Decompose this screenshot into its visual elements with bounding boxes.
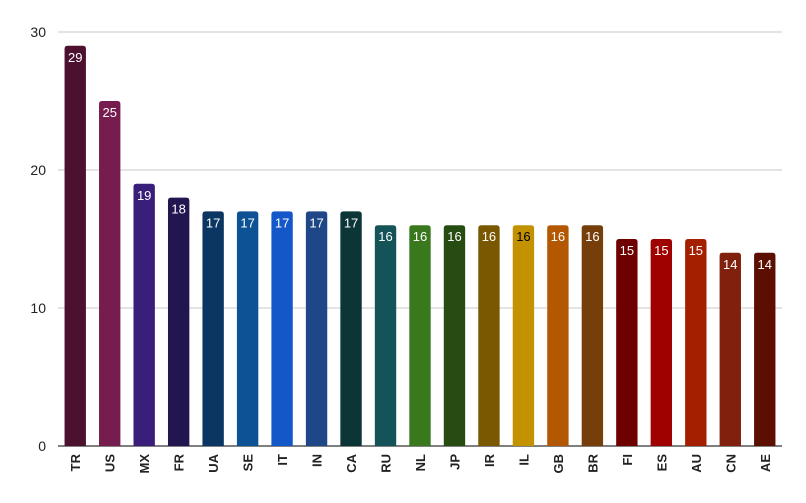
bar-it — [271, 211, 293, 446]
x-tick-label: UA — [206, 453, 221, 472]
bar-se — [236, 211, 259, 446]
x-tick-label: GB — [551, 454, 566, 474]
x-tick-label: IL — [516, 454, 531, 466]
bar-ru — [374, 225, 397, 446]
x-tick-label: FI — [620, 454, 635, 466]
value-label: 17 — [344, 215, 358, 230]
value-label: 29 — [68, 50, 82, 65]
value-labels: 29 25 19 18 17 17 17 17 17 16 16 16 16 16 16 16 15 15 15 14… — [68, 50, 772, 272]
value-label: 25 — [102, 105, 116, 120]
bar-ca — [340, 211, 362, 446]
x-tick-label: IT — [275, 454, 290, 466]
y-tick-label: 20 — [30, 162, 46, 178]
x-axis-ticks: TR US MX FR UA SE IT IN CA RU NL JP IR IL GB BR FI ES AU CN… — [68, 453, 773, 473]
bar-au — [685, 239, 707, 446]
y-axis-ticks: 0 10 20 30 — [30, 24, 46, 454]
x-tick-label: AU — [689, 454, 704, 473]
x-tick-label: SE — [241, 454, 256, 472]
value-label: 14 — [723, 257, 737, 272]
x-tick-label: JP — [447, 454, 462, 470]
bar-in — [305, 211, 328, 446]
x-tick-label: FR — [172, 453, 187, 471]
bar-nl — [409, 225, 431, 446]
value-label: 16 — [447, 229, 461, 244]
bar-ir — [478, 225, 500, 446]
y-tick-label: 10 — [30, 300, 46, 316]
x-tick-label: MX — [137, 454, 152, 474]
x-tick-label: NL — [413, 454, 428, 471]
value-label: 15 — [654, 243, 668, 258]
bar-br — [581, 225, 604, 446]
value-label: 18 — [171, 202, 185, 217]
value-label: 16 — [482, 229, 496, 244]
x-tick-label: IN — [310, 454, 325, 467]
bar-gb — [547, 225, 569, 446]
value-label: 19 — [137, 188, 151, 203]
x-tick-label: AE — [758, 454, 773, 472]
value-label: 17 — [206, 215, 220, 230]
x-tick-label: TR — [68, 453, 83, 471]
y-tick-label: 0 — [38, 438, 46, 454]
bar-jp — [443, 225, 466, 446]
x-tick-label: ES — [654, 454, 669, 472]
bar-ae — [754, 252, 776, 446]
x-tick-label: CN — [723, 454, 738, 473]
value-label: 16 — [413, 229, 427, 244]
value-label: 15 — [689, 243, 703, 258]
bar-ua — [202, 211, 224, 446]
bar-us — [99, 101, 121, 446]
x-tick-label: CA — [344, 453, 359, 472]
x-tick-label: RU — [379, 454, 394, 473]
value-label: 16 — [378, 229, 392, 244]
x-tick-label: IR — [482, 453, 497, 467]
bars — [64, 45, 776, 447]
bar-mx — [133, 183, 155, 447]
value-label: 17 — [240, 215, 254, 230]
bar-fr — [167, 197, 190, 446]
value-label: 16 — [585, 229, 599, 244]
x-tick-label: BR — [585, 453, 600, 472]
value-label: 16 — [551, 229, 565, 244]
value-label: 14 — [758, 257, 772, 272]
y-tick-label: 30 — [30, 24, 46, 40]
value-label: 16 — [516, 229, 530, 244]
x-tick-label: US — [103, 454, 118, 472]
bar-tr — [64, 45, 86, 447]
bar-cn — [719, 252, 741, 446]
bar-fi — [616, 239, 638, 446]
bar-es — [650, 239, 673, 446]
value-label: 17 — [309, 215, 323, 230]
bar-il — [512, 225, 535, 446]
value-label: 17 — [275, 215, 289, 230]
value-label: 15 — [620, 243, 634, 258]
